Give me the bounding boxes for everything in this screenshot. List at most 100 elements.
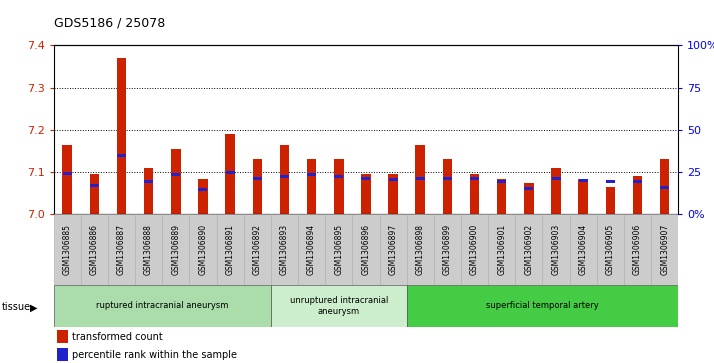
Bar [63, 172, 71, 175]
Bar [352, 214, 380, 285]
Bar [54, 285, 271, 327]
Bar [470, 174, 479, 214]
Bar [226, 171, 235, 174]
Bar [597, 214, 624, 285]
Text: GSM1306896: GSM1306896 [361, 224, 371, 275]
Bar [117, 154, 126, 157]
Bar [54, 214, 81, 285]
Bar [443, 159, 452, 214]
Text: GSM1306889: GSM1306889 [171, 224, 180, 275]
Bar [524, 183, 533, 214]
Bar [434, 214, 461, 285]
Text: ▶: ▶ [30, 302, 38, 313]
Bar [243, 214, 271, 285]
Bar [624, 214, 651, 285]
Bar [633, 180, 642, 183]
Bar [198, 188, 208, 191]
Text: GSM1306904: GSM1306904 [579, 224, 588, 275]
Bar [633, 176, 643, 214]
Text: GSM1306898: GSM1306898 [416, 224, 425, 275]
Text: GSM1306905: GSM1306905 [606, 224, 615, 275]
Bar [470, 178, 479, 180]
Bar [253, 159, 262, 214]
Bar [488, 214, 516, 285]
Bar [443, 178, 452, 180]
Text: percentile rank within the sample: percentile rank within the sample [72, 350, 237, 360]
Text: GSM1306903: GSM1306903 [552, 224, 560, 275]
Bar [416, 144, 425, 214]
Bar [226, 134, 235, 214]
Bar [216, 214, 243, 285]
Text: superficial temporal artery: superficial temporal artery [486, 301, 599, 310]
Bar [135, 214, 162, 285]
Text: GSM1306885: GSM1306885 [63, 224, 71, 275]
Bar [89, 174, 99, 214]
Bar [651, 214, 678, 285]
Text: GSM1306895: GSM1306895 [334, 224, 343, 275]
Bar [361, 177, 371, 180]
Bar [388, 178, 398, 181]
Text: GSM1306888: GSM1306888 [144, 224, 153, 275]
Bar [570, 214, 597, 285]
Bar [144, 168, 154, 214]
Text: GSM1306897: GSM1306897 [388, 224, 398, 275]
Text: GSM1306894: GSM1306894 [307, 224, 316, 275]
Bar [361, 174, 371, 214]
Text: unruptured intracranial
aneurysm: unruptured intracranial aneurysm [290, 296, 388, 315]
Bar [416, 178, 425, 180]
Bar [579, 179, 588, 182]
Bar [56, 330, 68, 343]
Bar [497, 179, 506, 214]
Bar [81, 214, 108, 285]
Bar [325, 214, 352, 285]
Bar [497, 180, 506, 183]
Bar [407, 285, 678, 327]
Bar [144, 180, 153, 183]
Bar [280, 144, 289, 214]
Bar [189, 214, 216, 285]
Text: transformed count: transformed count [72, 332, 163, 342]
Bar [298, 214, 325, 285]
Bar [380, 214, 407, 285]
Bar [162, 214, 189, 285]
Bar [171, 173, 181, 176]
Bar [280, 175, 289, 178]
Text: GSM1306891: GSM1306891 [226, 224, 235, 275]
Bar [116, 58, 126, 214]
Bar [307, 159, 316, 214]
Bar [660, 186, 669, 189]
Text: GSM1306890: GSM1306890 [198, 224, 208, 275]
Text: GSM1306906: GSM1306906 [633, 224, 642, 275]
Bar [271, 285, 407, 327]
Bar [198, 179, 208, 214]
Bar [253, 178, 262, 180]
Bar [334, 159, 343, 214]
Bar [606, 180, 615, 183]
Text: GSM1306907: GSM1306907 [660, 224, 669, 275]
Bar [516, 214, 543, 285]
Bar [271, 214, 298, 285]
Bar [543, 214, 570, 285]
Bar [388, 174, 398, 214]
Bar [62, 144, 72, 214]
Bar [334, 175, 343, 178]
Text: ruptured intracranial aneurysm: ruptured intracranial aneurysm [96, 301, 228, 310]
Bar [171, 149, 181, 214]
Text: GDS5186 / 25078: GDS5186 / 25078 [54, 16, 165, 29]
Bar [605, 187, 615, 214]
Bar [461, 214, 488, 285]
Text: tissue: tissue [1, 302, 31, 313]
Bar [407, 214, 434, 285]
Bar [551, 178, 560, 180]
Text: GSM1306893: GSM1306893 [280, 224, 289, 275]
Bar [660, 159, 670, 214]
Bar [307, 173, 316, 176]
Text: GSM1306892: GSM1306892 [253, 224, 262, 275]
Text: GSM1306900: GSM1306900 [470, 224, 479, 275]
Text: GSM1306886: GSM1306886 [90, 224, 99, 275]
Text: GSM1306899: GSM1306899 [443, 224, 452, 275]
Bar [90, 184, 99, 187]
Bar [578, 179, 588, 214]
Text: GSM1306901: GSM1306901 [497, 224, 506, 275]
Bar [56, 348, 68, 361]
